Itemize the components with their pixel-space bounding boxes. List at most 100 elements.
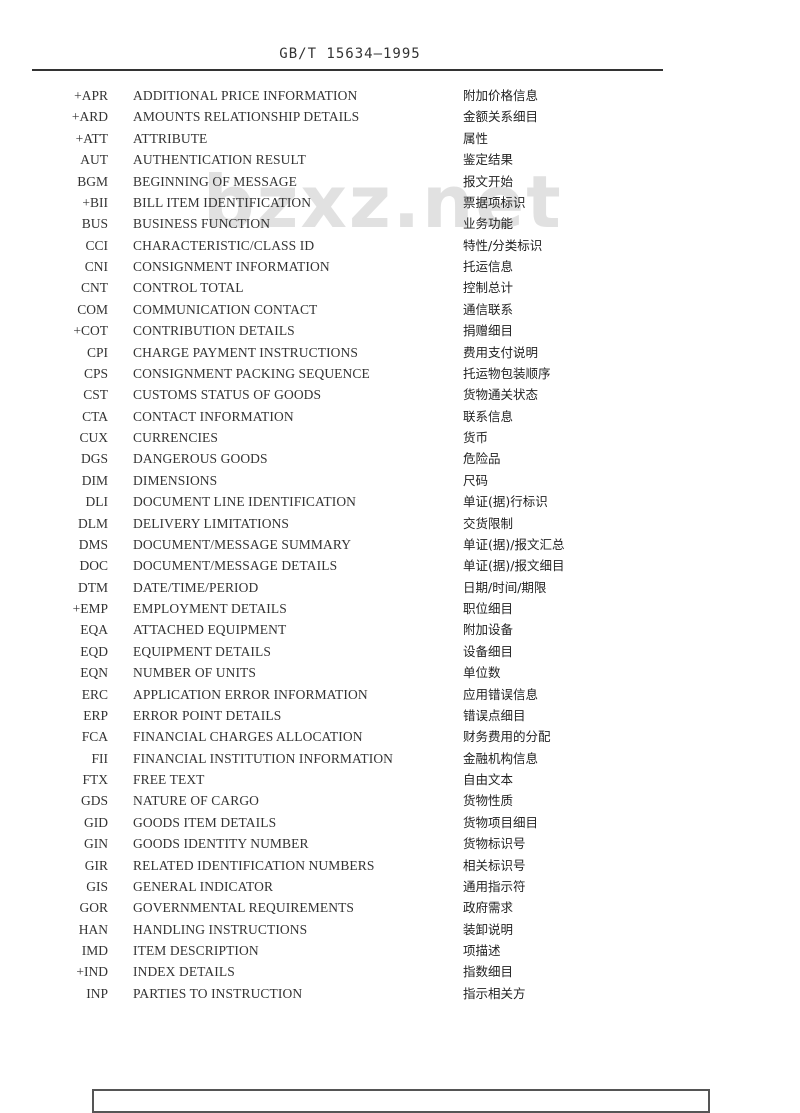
- segment-chinese-name: 附加设备: [463, 622, 514, 638]
- segment-description: CONTROL TOTAL: [133, 280, 244, 296]
- table-row: DIM DIMENSIONS 尺码: [0, 471, 800, 492]
- segment-code: IMD: [81, 943, 108, 958]
- segment-chinese-name: 票据项标识: [463, 194, 526, 210]
- segment-chinese-name: 业务功能: [463, 216, 514, 232]
- segment-code: GIR: [84, 857, 108, 873]
- segment-code: CCI: [85, 237, 108, 253]
- table-row: DLM DELIVERY LIMITATIONS 交货限制: [0, 514, 800, 535]
- table-row: CST CUSTOMS STATUS OF GOODS 货物通关状态: [0, 385, 800, 406]
- table-row: BGM BEGINNING OF MESSAGE 报文开始: [0, 172, 800, 193]
- segment-code: EQN: [80, 665, 108, 681]
- segment-chinese-name: 错误点细目: [463, 707, 526, 723]
- table-row: DLI DOCUMENT LINE IDENTIFICATION 单证(据)行标识: [0, 492, 800, 513]
- segment-description: EQUIPMENT DETAILS: [133, 643, 271, 659]
- segment-chinese-name: 金融机构信息: [463, 750, 539, 766]
- segment-chinese-name: 日期/时间/期限: [463, 579, 547, 595]
- table-row: GIN GOODS IDENTITY NUMBER 货物标识号: [0, 834, 800, 855]
- segment-chinese-name: 尺码: [463, 472, 489, 488]
- table-row: CCI CHARACTERISTIC/CLASS ID 特性/分类标识: [0, 236, 800, 257]
- segment-code: DLM: [78, 515, 108, 531]
- table-row: ERC APPLICATION ERROR INFORMATION 应用错误信息: [0, 685, 800, 706]
- segment-description: APPLICATION ERROR INFORMATION: [133, 686, 368, 702]
- segment-code: HAN: [78, 921, 108, 937]
- segment-chinese-name: 货物标识号: [463, 836, 526, 852]
- segment-chinese-name: 货物通关状态: [463, 387, 539, 403]
- segment-code: BUS: [81, 216, 108, 232]
- segment-description: ATTACHED EQUIPMENT: [133, 622, 287, 638]
- segment-chinese-name: 通用指示符: [463, 878, 526, 894]
- segment-code: +COT: [73, 323, 108, 339]
- segment-description: NUMBER OF UNITS: [133, 665, 257, 681]
- table-row: +BII BILL ITEM IDENTIFICATION 票据项标识: [0, 193, 800, 214]
- segment-description: FINANCIAL CHARGES ALLOCATION: [133, 729, 363, 745]
- segment-code: +APR: [74, 88, 108, 103]
- table-row: DGS DANGEROUS GOODS 危险品: [0, 449, 800, 470]
- segment-chinese-name: 报文开始: [463, 173, 514, 189]
- segment-chinese-name: 单证(据)/报文汇总: [463, 536, 565, 552]
- segment-chinese-name: 相关标识号: [463, 857, 526, 873]
- segment-chinese-name: 自由文本: [463, 772, 514, 787]
- segment-description: DATE/TIME/PERIOD: [133, 579, 259, 595]
- segment-description: DOCUMENT/MESSAGE DETAILS: [133, 558, 338, 574]
- table-row: +ARD AMOUNTS RELATIONSHIP DETAILS 金额关系细目: [0, 107, 800, 128]
- segment-code: DLI: [85, 494, 109, 510]
- segment-code: +EMP: [72, 601, 108, 616]
- segment-chinese-name: 托运信息: [463, 259, 514, 274]
- table-row: GID GOODS ITEM DETAILS 货物项目细目: [0, 813, 800, 834]
- table-row: DOC DOCUMENT/MESSAGE DETAILS 单证(据)/报文细目: [0, 556, 800, 577]
- segment-chinese-name: 鉴定结果: [463, 152, 514, 168]
- segment-description: DOCUMENT/MESSAGE SUMMARY: [133, 536, 352, 552]
- segment-description: COMMUNICATION CONTACT: [133, 301, 318, 317]
- segment-chinese-name: 捐赠细目: [463, 323, 514, 339]
- segment-code: GDS: [80, 793, 108, 809]
- segment-chinese-name: 托运物包装顺序: [463, 365, 551, 381]
- segment-code: FCA: [81, 729, 108, 745]
- segment-chinese-name: 控制总计: [463, 280, 514, 296]
- segment-code: DIM: [81, 472, 108, 488]
- table-row: CNI CONSIGNMENT INFORMATION 托运信息: [0, 257, 800, 278]
- segment-description: ATTRIBUTE: [133, 130, 208, 146]
- segment-description: CUSTOMS STATUS OF GOODS: [133, 387, 322, 403]
- segment-code: +ARD: [71, 109, 108, 125]
- segment-description: CHARACTERISTIC/CLASS ID: [133, 237, 315, 253]
- segment-chinese-name: 项描述: [463, 943, 501, 958]
- segment-code: FTX: [82, 772, 108, 787]
- table-row: CPI CHARGE PAYMENT INSTRUCTIONS 费用支付说明: [0, 343, 800, 364]
- segment-description: PARTIES TO INSTRUCTION: [133, 985, 303, 1001]
- segment-description: ADDITIONAL PRICE INFORMATION: [133, 88, 358, 103]
- footer-box: [92, 1089, 710, 1113]
- table-row: CUX CURRENCIES 货币: [0, 428, 800, 449]
- table-row: CTA CONTACT INFORMATION 联系信息: [0, 407, 800, 428]
- table-row: BUS BUSINESS FUNCTION 业务功能: [0, 214, 800, 235]
- table-row: EQD EQUIPMENT DETAILS 设备细目: [0, 642, 800, 663]
- table-row: CNT CONTROL TOTAL 控制总计: [0, 278, 800, 299]
- segment-description: CONTRIBUTION DETAILS: [133, 323, 295, 339]
- segment-description: DELIVERY LIMITATIONS: [133, 515, 290, 531]
- segment-description: GOODS ITEM DETAILS: [133, 814, 277, 830]
- segment-chinese-name: 单位数: [463, 665, 501, 681]
- segment-description: DANGEROUS GOODS: [133, 451, 268, 467]
- segment-code: EQA: [80, 622, 108, 638]
- table-row: IMD ITEM DESCRIPTION 项描述: [0, 941, 800, 962]
- segment-description: CONSIGNMENT PACKING SEQUENCE: [133, 365, 370, 381]
- table-row: +IND INDEX DETAILS 指数细目: [0, 962, 800, 983]
- segment-description: GOVERNMENTAL REQUIREMENTS: [133, 900, 355, 916]
- segment-description: CHARGE PAYMENT INSTRUCTIONS: [133, 344, 358, 360]
- segment-description: DOCUMENT LINE IDENTIFICATION: [133, 494, 357, 510]
- segment-code: CUX: [79, 430, 108, 445]
- table-row: GIR RELATED IDENTIFICATION NUMBERS 相关标识号: [0, 856, 800, 877]
- segment-description: INDEX DETAILS: [133, 964, 235, 980]
- segment-description: ITEM DESCRIPTION: [133, 943, 259, 958]
- table-row: COM COMMUNICATION CONTACT 通信联系: [0, 300, 800, 321]
- segment-chinese-name: 金额关系细目: [463, 109, 539, 125]
- segment-description: CONTACT INFORMATION: [133, 408, 294, 424]
- segment-chinese-name: 财务费用的分配: [463, 729, 551, 745]
- segment-code: CNT: [81, 280, 108, 296]
- segment-code: DMS: [78, 536, 108, 552]
- segment-code: DGS: [80, 451, 108, 467]
- segment-code: +ATT: [75, 130, 108, 146]
- segment-code: ERC: [81, 686, 108, 702]
- segment-code: GID: [84, 814, 108, 830]
- table-row: ERP ERROR POINT DETAILS 错误点细目: [0, 706, 800, 727]
- segment-code: DTM: [78, 579, 108, 595]
